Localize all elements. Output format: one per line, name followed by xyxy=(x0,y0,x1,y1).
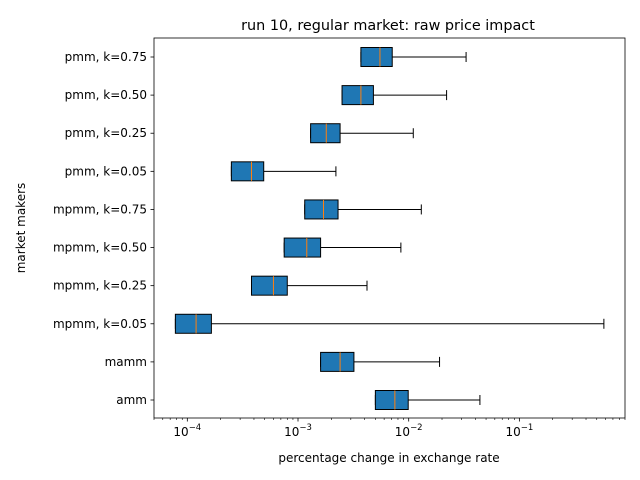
box-2 xyxy=(310,123,414,144)
y-tick-label: pmm, k=0.75 xyxy=(65,50,147,64)
y-axis-label: market makers xyxy=(14,183,28,274)
y-tick-label: mpmm, k=0.05 xyxy=(53,317,147,331)
box-7 xyxy=(174,313,605,334)
y-tick-label: mamm xyxy=(105,355,147,369)
box-iqr xyxy=(310,123,341,144)
box-iqr xyxy=(360,47,393,67)
y-tick-label: pmm, k=0.50 xyxy=(65,88,147,102)
y-tick-label: pmm, k=0.05 xyxy=(65,164,147,178)
y-tick-label: mpmm, k=0.75 xyxy=(53,202,147,216)
box-iqr xyxy=(230,161,265,182)
box-iqr xyxy=(374,390,409,410)
y-tick-label: amm xyxy=(116,393,147,407)
x-tick-label: 10−2 xyxy=(395,423,423,439)
box-4 xyxy=(304,199,422,220)
box-8 xyxy=(320,351,441,372)
x-tick-label: 10−3 xyxy=(284,423,312,439)
box-6 xyxy=(250,275,368,296)
x-tick-label: 10−1 xyxy=(505,423,533,439)
y-tick-label: pmm, k=0.25 xyxy=(65,126,147,140)
box-iqr xyxy=(341,85,374,106)
box-1 xyxy=(341,85,448,106)
x-axis-label: percentage change in exchange rate xyxy=(278,451,499,465)
box-3 xyxy=(230,161,337,182)
x-axis: 10−4 10−3 10−2 10−1 xyxy=(153,418,626,439)
box-iqr xyxy=(250,275,288,296)
box-9 xyxy=(374,390,481,410)
box-iqr xyxy=(174,313,212,334)
x-tick-label: 10−4 xyxy=(173,423,201,439)
y-axis: pmm, k=0.75 pmm, k=0.50 pmm, k=0.25 pmm, k=… xyxy=(53,50,154,407)
boxes-layer xyxy=(174,47,605,410)
box-5 xyxy=(283,237,402,258)
chart-title: run 10, regular market: raw price impact xyxy=(241,18,535,34)
box-0 xyxy=(360,47,467,67)
box-iqr xyxy=(320,351,355,372)
plot-frame xyxy=(153,37,626,419)
y-tick-label: mpmm, k=0.50 xyxy=(53,241,147,255)
y-tick-label: mpmm, k=0.25 xyxy=(53,279,147,293)
box-iqr xyxy=(283,237,322,258)
box-iqr xyxy=(304,199,339,220)
